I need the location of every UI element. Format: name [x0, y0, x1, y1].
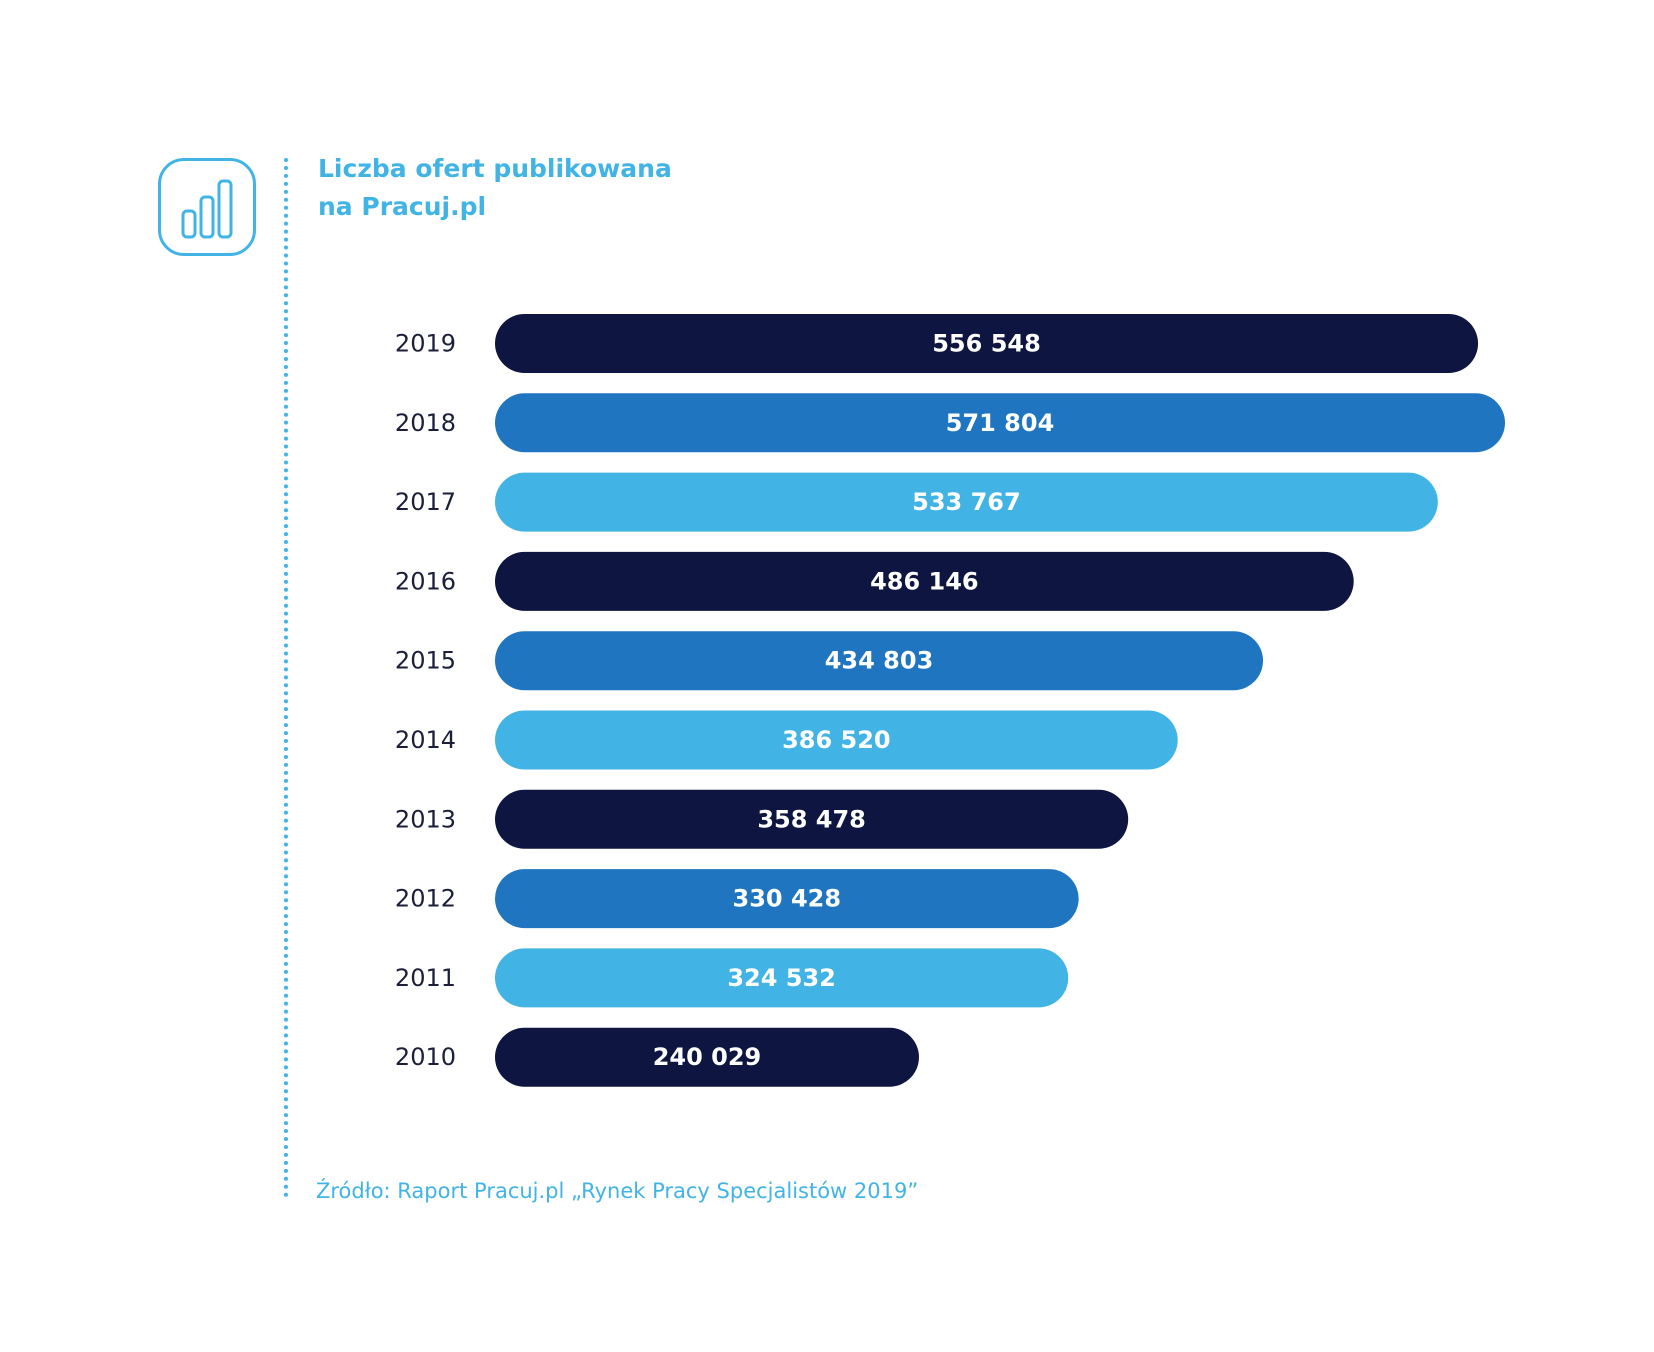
chart-title-line-2: na Pracuj.pl: [318, 192, 487, 221]
value-label-2014: 386 520: [782, 726, 891, 754]
year-label-2012: 2012: [395, 885, 456, 913]
year-label-2017: 2017: [395, 488, 456, 516]
value-label-2018: 571 804: [946, 409, 1055, 437]
value-label-2016: 486 146: [870, 567, 979, 595]
value-label-2012: 330 428: [733, 885, 842, 913]
value-label-2019: 556 548: [932, 330, 1041, 358]
bar-2012: [495, 869, 1079, 929]
value-label-2013: 358 478: [757, 805, 866, 833]
bar-2015: [495, 631, 1264, 691]
year-label-2014: 2014: [395, 726, 456, 754]
value-label-2015: 434 803: [825, 647, 934, 675]
dotted-divider: [284, 158, 288, 1198]
bar-2019: [495, 314, 1479, 373]
bar-chart-icon: [181, 179, 233, 239]
source-note: Źródło: Raport Pracuj.pl „Rynek Pracy Sp…: [316, 1179, 919, 1203]
bar-2013: [495, 789, 1129, 849]
year-label-2016: 2016: [395, 567, 456, 595]
bar-2017: [495, 472, 1438, 532]
value-label-2017: 533 767: [912, 488, 1021, 516]
chart-title-line-1: Liczba ofert publikowana: [318, 154, 672, 183]
bar-2010: [495, 1027, 919, 1087]
value-label-2011: 324 532: [727, 964, 836, 992]
year-label-2015: 2015: [395, 647, 456, 675]
year-label-2011: 2011: [395, 964, 456, 992]
bar-2016: [495, 551, 1354, 611]
bar-2018: [495, 393, 1505, 453]
year-label-2010: 2010: [395, 1043, 456, 1071]
chart-icon-frame: [158, 158, 256, 256]
year-label-2018: 2018: [395, 409, 456, 437]
year-label-2019: 2019: [395, 330, 456, 358]
year-label-2013: 2013: [395, 805, 456, 833]
bar-2014: [495, 710, 1178, 770]
chart-title: Liczba ofert publikowana na Pracuj.pl: [318, 150, 672, 226]
value-label-2010: 240 029: [653, 1043, 762, 1071]
bar-2011: [495, 948, 1069, 1008]
